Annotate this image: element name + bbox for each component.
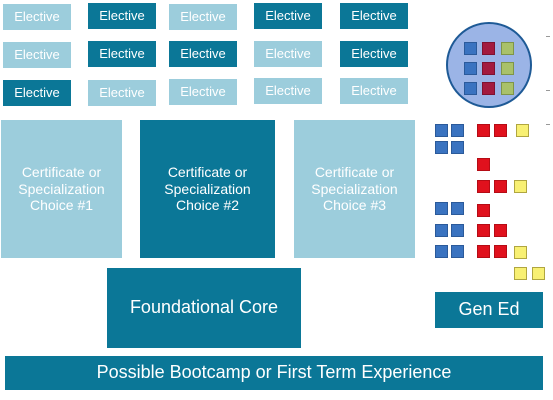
circle-square-green [501,82,514,95]
circle-square-blue [464,62,477,75]
edge-tick [546,90,550,91]
circle-square-maroon [482,62,495,75]
gen-ed-square-blue [435,202,448,215]
elective-r2-c3: Elective [169,41,237,67]
circle-square-blue [464,42,477,55]
circle-square-maroon [482,82,495,95]
gen-ed-square-blue [435,124,448,137]
gen-ed-square-yellow [532,267,545,280]
elective-r1-c1: Elective [3,4,71,30]
gen-ed-square-blue [451,124,464,137]
certificate-choice-1: Certificate or Specialization Choice #1 [1,120,122,258]
foundational-core-block: Foundational Core [107,268,301,348]
gen-ed-square-yellow [514,267,527,280]
elective-r2-c2: Elective [88,41,156,67]
bootcamp-bar: Possible Bootcamp or First Term Experien… [5,356,543,390]
gen-ed-square-red [477,204,490,217]
gen-ed-block: Gen Ed [435,292,543,328]
elective-r2-c4: Elective [254,41,322,67]
gen-ed-square-yellow [514,246,527,259]
gen-ed-square-blue [451,202,464,215]
elective-r3-c3: Elective [169,79,237,105]
gen-ed-square-red [477,245,490,258]
gen-ed-square-red [494,224,507,237]
gen-ed-square-yellow [516,124,529,137]
elective-r2-c1: Elective [3,42,71,68]
gen-ed-square-blue [435,141,448,154]
elective-r1-c4: Elective [254,3,322,29]
elective-r1-c3: Elective [169,4,237,30]
edge-tick [546,36,550,37]
elective-r1-c2: Elective [88,3,156,29]
circle-square-green [501,42,514,55]
gen-ed-square-red [494,124,507,137]
elective-r3-c5: Elective [340,78,408,104]
elective-r3-c2: Elective [88,80,156,106]
edge-tick [546,124,550,125]
circle-square-green [501,62,514,75]
gen-ed-square-blue [435,224,448,237]
gen-ed-square-red [477,224,490,237]
gen-ed-square-red [477,124,490,137]
gen-ed-square-red [477,180,490,193]
elective-r3-c4: Elective [254,78,322,104]
gen-ed-square-blue [451,245,464,258]
gen-ed-square-blue [435,245,448,258]
gen-ed-square-blue [451,224,464,237]
gen-ed-square-red [494,245,507,258]
elective-r2-c5: Elective [340,41,408,67]
certificate-choice-3: Certificate or Specialization Choice #3 [294,120,415,258]
gen-ed-square-red [494,180,507,193]
gen-ed-square-yellow [514,180,527,193]
gen-ed-square-red [477,158,490,171]
gen-ed-square-blue [451,141,464,154]
certificate-choice-2: Certificate or Specialization Choice #2 [140,120,275,258]
circle-square-blue [464,82,477,95]
elective-r3-c1: Elective [3,80,71,106]
elective-r1-c5: Elective [340,3,408,29]
circle-square-maroon [482,42,495,55]
